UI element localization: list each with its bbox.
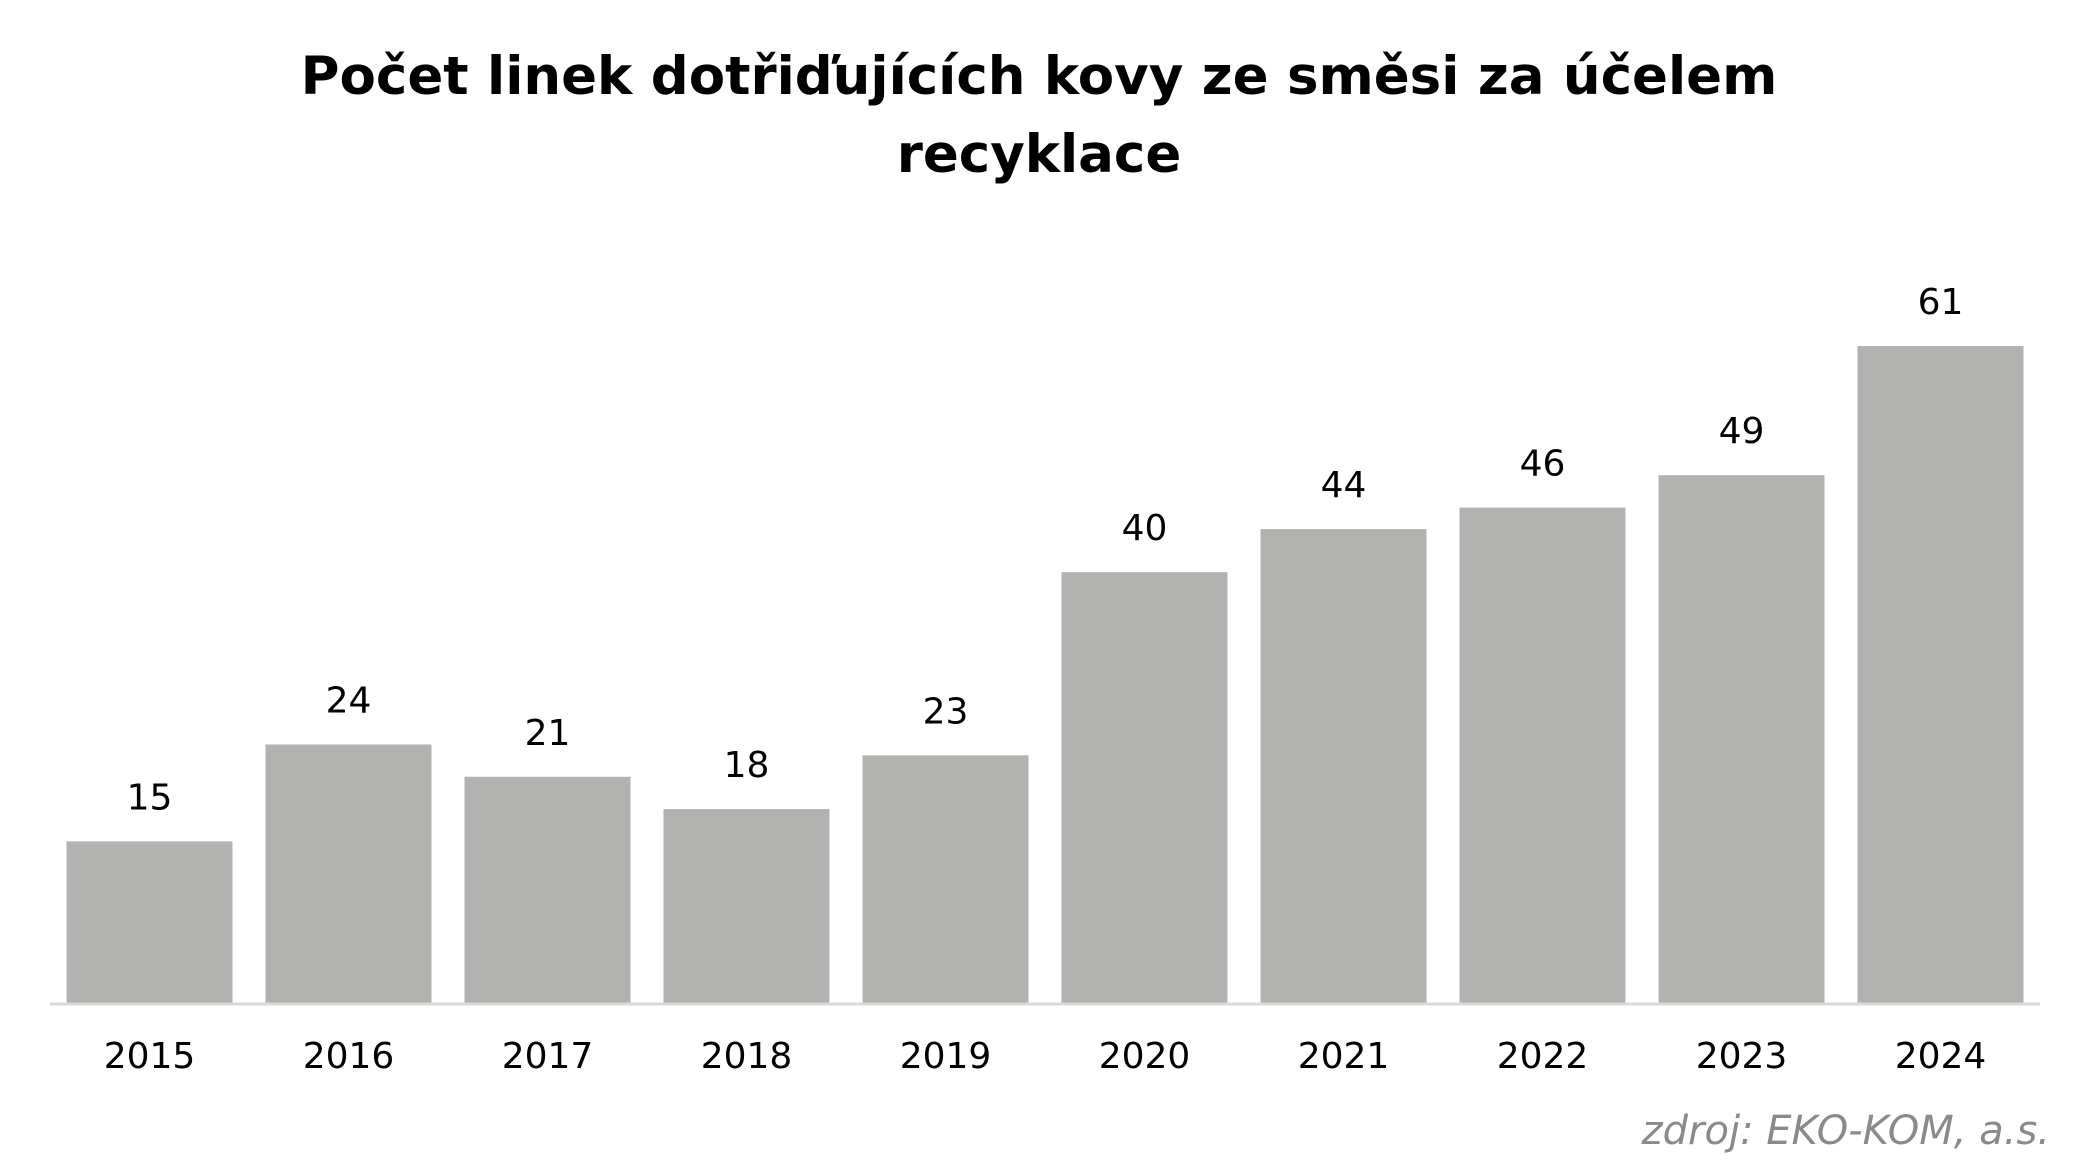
bar-2018: [663, 809, 830, 1003]
category-labels-group: 2015 2016 2017 2018 2019 2020 2021 2022 2023 2024: [104, 1036, 1987, 1077]
category-label-2022: 2022: [1497, 1036, 1589, 1077]
bar-2017: [464, 776, 631, 1003]
value-label-2020: 40: [1122, 508, 1168, 549]
category-label-2019: 2019: [900, 1036, 992, 1077]
bar-2015: [66, 841, 233, 1003]
bar-2024: [1857, 346, 2024, 1003]
value-label-2019: 23: [923, 691, 969, 732]
value-label-2018: 18: [724, 745, 770, 786]
bar-2022: [1459, 507, 1626, 1003]
chart-title-line-2: recyklace: [896, 124, 1182, 185]
value-label-2017: 21: [525, 713, 571, 754]
value-label-2024: 61: [1918, 282, 1964, 323]
category-label-2020: 2020: [1099, 1036, 1191, 1077]
value-label-2023: 49: [1719, 411, 1765, 452]
value-label-2022: 46: [1520, 444, 1566, 485]
category-label-2021: 2021: [1298, 1036, 1390, 1077]
chart-title-line-1: Počet linek dotřiďujících kovy ze směsi …: [300, 46, 1778, 107]
category-label-2023: 2023: [1696, 1036, 1788, 1077]
source-note: zdroj: EKO-KOM, a.s.: [1641, 1108, 2050, 1154]
bar-2019: [862, 755, 1029, 1003]
value-label-2015: 15: [127, 777, 173, 818]
bar-2016: [265, 744, 432, 1003]
category-label-2015: 2015: [104, 1036, 196, 1077]
value-label-2016: 24: [326, 681, 372, 722]
bar-2021: [1260, 529, 1427, 1003]
bar-2023: [1658, 475, 1825, 1003]
category-label-2017: 2017: [502, 1036, 594, 1077]
category-label-2016: 2016: [303, 1036, 395, 1077]
bars-group: [66, 346, 2024, 1003]
chart-title: Počet linek dotřiďujících kovy ze směsi …: [0, 38, 2078, 194]
value-label-2021: 44: [1321, 465, 1367, 506]
category-label-2018: 2018: [701, 1036, 793, 1077]
bar-2020: [1061, 572, 1228, 1003]
value-labels-group: 15 24 21 18 23 40 44 46 49 61: [127, 282, 1964, 818]
category-label-2024: 2024: [1895, 1036, 1987, 1077]
